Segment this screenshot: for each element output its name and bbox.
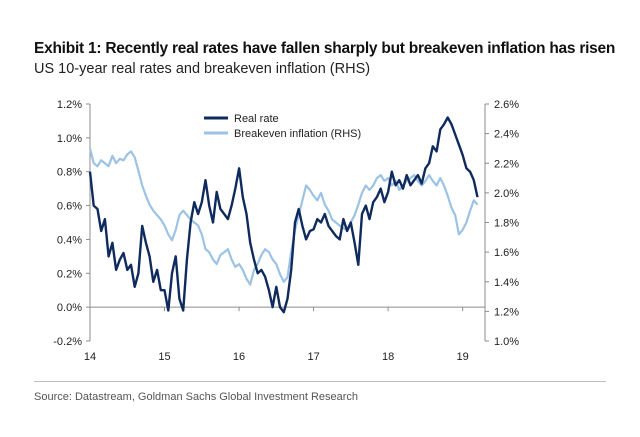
x-tick-label: 16 [233,351,245,363]
right-axis-ticks: 2.6% 2.4% 2.2% 2.0% 1.8% 1.6% 1.4% 1.2% 1.0% [485,99,519,348]
x-tick-label: 18 [382,351,394,363]
chart-series [88,116,479,314]
x-axis-ticks: 14 15 16 17 18 19 [84,307,469,363]
left-tick-label: -0.2% [53,336,82,348]
left-tick-label: 1.0% [57,133,82,145]
series-line-breakeven [88,148,479,286]
right-tick-label: 1.8% [494,218,519,230]
left-tick-label: 0.0% [57,302,82,314]
x-tick-label: 15 [158,351,170,363]
source-note: Source: Datastream, Goldman Sachs Global… [34,391,359,403]
right-tick-label: 1.4% [494,277,519,289]
right-tick-label: 2.6% [494,99,519,111]
right-tick-label: 2.2% [494,158,519,170]
x-tick-label: 14 [84,351,96,363]
right-tick-label: 2.0% [494,188,519,200]
right-tick-label: 1.2% [494,306,519,318]
x-tick-label: 17 [307,351,319,363]
left-axis-ticks: 1.2% 1.0% 0.8% 0.6% 0.4% 0.2% 0.0% -0.2% [53,99,90,348]
chart-subtitle: US 10-year real rates and breakeven infl… [34,61,371,77]
x-tick-label: 19 [457,351,469,363]
chart-legend: Real rate Breakeven inflation (RHS) [204,113,361,140]
legend-label-real-rate: Real rate [234,113,279,125]
right-tick-label: 1.6% [494,247,519,259]
series-line-real-rate [88,116,479,314]
source-divider [34,381,606,382]
left-tick-label: 0.4% [57,234,82,246]
chart-title: Exhibit 1: Recently real rates have fall… [34,40,616,57]
left-tick-label: 0.6% [57,201,82,213]
right-tick-label: 2.4% [494,129,519,141]
left-tick-label: 1.2% [57,99,82,111]
left-tick-label: 0.2% [57,268,82,280]
legend-label-breakeven: Breakeven inflation (RHS) [234,128,361,140]
left-tick-label: 0.8% [57,167,82,179]
right-tick-label: 1.0% [494,336,519,348]
